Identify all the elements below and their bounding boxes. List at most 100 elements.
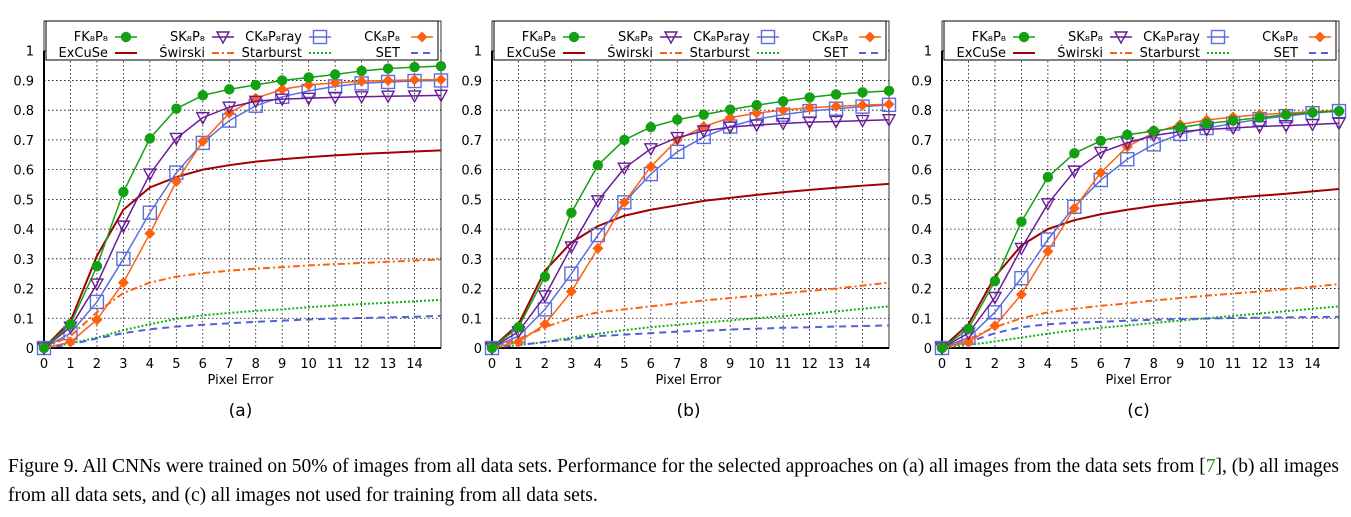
- series-2: [484, 97, 897, 356]
- data-point: [1331, 117, 1347, 131]
- series-line: [491, 118, 890, 349]
- data-point: [301, 92, 316, 106]
- y-tick-label: 0.3: [13, 253, 34, 268]
- legend-label: SK₈P₈: [170, 30, 205, 45]
- data-point: [407, 90, 422, 104]
- data-point: [1093, 146, 1108, 160]
- data-point: [512, 336, 524, 348]
- data-point: [590, 227, 606, 243]
- data-point: [749, 119, 764, 133]
- series-line: [491, 281, 890, 349]
- legend-marker: [120, 31, 132, 43]
- x-tick-label: 3: [119, 357, 127, 372]
- series-6: [491, 305, 890, 349]
- data-point: [539, 271, 551, 282]
- data-point: [830, 100, 842, 112]
- data-point: [751, 99, 762, 111]
- data-point: [804, 92, 815, 103]
- data-point: [804, 102, 816, 114]
- y-tick-label: 0.9: [461, 74, 482, 89]
- x-tick-label: 6: [1097, 357, 1105, 372]
- data-point: [1042, 171, 1054, 183]
- y-tick-label: 0.1: [911, 312, 932, 327]
- data-point: [1278, 119, 1294, 134]
- data-point: [142, 168, 158, 182]
- legend-label: CK₈P₈ray: [1143, 30, 1200, 45]
- legend-marker: [1018, 31, 1030, 43]
- data-point: [1069, 148, 1080, 159]
- caption-text-2: ], (b) all images from all data sets, an…: [8, 456, 1339, 506]
- data-point: [564, 241, 579, 255]
- series-line: [491, 305, 890, 349]
- data-point: [356, 75, 368, 87]
- legend-box: [45, 20, 439, 61]
- y-tick-label: 0.6: [13, 164, 34, 179]
- data-point: [89, 294, 105, 310]
- data-point: [643, 143, 658, 157]
- legend-label: ExCuSe: [957, 46, 1006, 61]
- series-line: [941, 110, 1340, 349]
- x-tick-label: 10: [1198, 357, 1215, 372]
- y-tick-label: 0.5: [461, 193, 482, 208]
- data-point: [537, 290, 553, 304]
- x-tick-label: 2: [93, 357, 101, 372]
- data-point: [1120, 152, 1135, 167]
- series-4: [491, 182, 890, 349]
- data-point: [248, 95, 263, 109]
- x-tick-label: 7: [673, 357, 681, 372]
- x-axis-label: Pixel Error: [1106, 373, 1173, 388]
- chart-panel-a: 0 1 2 3 4 5 6 7 8 9 10 11 12 13 14 0 0.1 0.2 0.3 0.4 0.5 0.6 0…: [0, 0, 452, 430]
- series-6: [941, 305, 1340, 349]
- series-0: [936, 105, 1345, 354]
- x-tick-label: 3: [567, 357, 575, 372]
- data-point: [354, 91, 369, 105]
- data-point: [855, 114, 870, 129]
- data-point: [329, 77, 341, 89]
- series-line: [43, 94, 442, 349]
- legend-label: SET: [1274, 46, 1298, 61]
- y-tick-label: 1: [474, 45, 482, 60]
- data-point: [936, 342, 948, 354]
- data-point: [1095, 167, 1107, 179]
- y-tick-label: 0.2: [911, 283, 932, 298]
- data-point: [117, 277, 129, 289]
- legend-label: SET: [376, 46, 400, 61]
- data-point: [617, 195, 632, 210]
- x-tick-label: 1: [964, 357, 972, 372]
- y-tick-label: 0.7: [461, 134, 482, 149]
- x-tick-label: 10: [300, 357, 317, 372]
- data-point: [356, 65, 367, 77]
- x-tick-label: 13: [828, 357, 845, 372]
- y-tick-label: 0.4: [911, 223, 932, 238]
- data-point: [883, 98, 895, 110]
- x-tick-label: 14: [854, 357, 871, 372]
- panel-label: (c): [1127, 401, 1150, 421]
- data-point: [725, 104, 736, 115]
- x-tick-label: 5: [1070, 357, 1078, 372]
- series-line: [491, 90, 890, 349]
- y-tick-label: 0.2: [13, 283, 34, 298]
- x-tick-label: 0: [488, 357, 496, 372]
- x-tick-label: 9: [1176, 357, 1184, 372]
- x-tick-label: 0: [938, 357, 946, 372]
- x-tick-label: 4: [1044, 357, 1052, 372]
- series-line: [43, 65, 442, 349]
- x-tick-label: 6: [199, 357, 207, 372]
- data-point: [857, 99, 869, 111]
- x-tick-label: 7: [225, 357, 233, 372]
- x-tick-label: 2: [541, 357, 549, 372]
- figure-caption: Figure 9. All CNNs were trained on 50% o…: [8, 452, 1348, 510]
- legend-label: ExCuSe: [59, 46, 108, 61]
- x-tick-label: 8: [1150, 357, 1158, 372]
- citation-link[interactable]: 7: [1205, 456, 1216, 477]
- legend-label: ExCuSe: [507, 46, 556, 61]
- data-point: [1122, 129, 1133, 141]
- legend-label: FK₈P₈: [522, 30, 556, 45]
- y-tick-label: 1: [924, 45, 932, 60]
- legend-label: Starburst: [690, 46, 750, 61]
- legend-label: Starburst: [1140, 46, 1200, 61]
- legend-label: CK₈P₈: [1262, 30, 1298, 45]
- data-point: [195, 111, 210, 126]
- data-point: [1254, 112, 1265, 123]
- y-tick-label: 0.8: [461, 104, 482, 119]
